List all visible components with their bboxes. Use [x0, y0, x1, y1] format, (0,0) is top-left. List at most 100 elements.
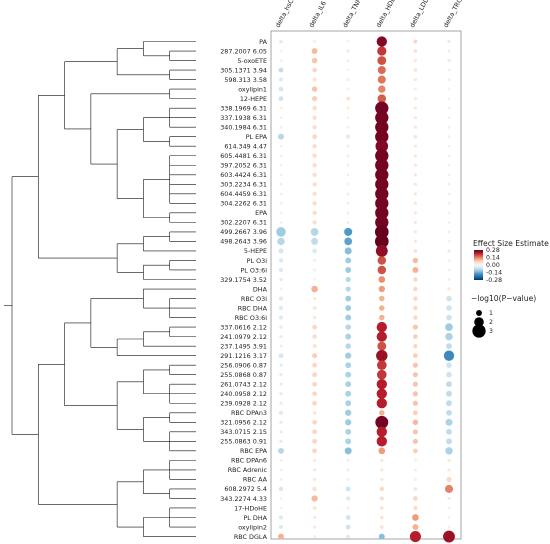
bubble [413, 477, 417, 481]
bubble [346, 125, 350, 129]
bubble [376, 321, 387, 333]
bubble [345, 352, 352, 359]
bubble [346, 173, 350, 177]
bubble [447, 516, 451, 519]
bubble [412, 372, 418, 378]
bubble [345, 267, 352, 273]
bubble [378, 533, 385, 540]
bubble [312, 248, 317, 254]
bubble [446, 381, 452, 388]
bubble [380, 458, 384, 463]
bubble [375, 245, 388, 257]
row-label: 255.0863 0.91 [220, 438, 267, 446]
legend-size-label: 2 [489, 319, 493, 326]
bubble [312, 429, 317, 435]
bubble [312, 381, 317, 387]
bubble [446, 343, 452, 350]
bubble [413, 296, 418, 301]
bubble [311, 48, 318, 54]
bubble [413, 410, 418, 416]
bubble [447, 458, 451, 463]
bubble [412, 438, 418, 444]
bubble [346, 59, 350, 63]
bubble [345, 428, 352, 435]
bubble [346, 116, 350, 120]
bubble [312, 468, 317, 472]
bubble [447, 230, 451, 234]
column-label: delta_HDLC [375, 0, 400, 29]
bubble [278, 524, 284, 530]
bubble [377, 265, 387, 275]
bubble [413, 468, 417, 472]
bubble [312, 324, 317, 330]
bubble [377, 94, 387, 103]
bubble [345, 400, 352, 407]
bubble [413, 496, 418, 501]
row-label: 261.0743 2.12 [220, 381, 267, 389]
row-label: 499.2667 3.96 [220, 228, 267, 236]
bubble [278, 306, 284, 311]
bubble [447, 97, 451, 101]
bubble [312, 362, 317, 368]
bubble [447, 68, 451, 72]
bubble [413, 77, 418, 82]
bubble [278, 258, 284, 263]
plot-panel [270, 30, 462, 540]
bubble [312, 353, 318, 359]
bubble [375, 196, 389, 210]
row-label: 256.0906 0.87 [220, 361, 267, 369]
row-label: 343.0715 2.15 [220, 428, 267, 436]
bubble [445, 332, 453, 341]
bubble [279, 373, 283, 377]
bubble [279, 201, 283, 205]
bubble [346, 458, 350, 462]
row-label: EPA [255, 209, 267, 217]
bubble [379, 295, 385, 302]
bubble [447, 39, 451, 44]
bubble [312, 419, 317, 425]
bubble [312, 477, 317, 482]
bubble [412, 524, 419, 530]
bubble [278, 515, 284, 520]
bubble [378, 276, 386, 283]
bubble [379, 486, 385, 492]
bubble [377, 56, 387, 65]
row-label: 605.4481 6.31 [220, 152, 267, 160]
bubble [375, 177, 389, 191]
row-label: RBC EPA [240, 447, 268, 455]
bubble [345, 419, 352, 426]
row-label: 343.2274 4.33 [220, 495, 267, 503]
row-label: 603.4424 6.31 [220, 171, 267, 179]
bubble [311, 57, 318, 64]
bubble [446, 390, 452, 397]
row-label: 329.1754 3.52 [220, 276, 267, 284]
bubble [446, 295, 452, 302]
bubble [313, 535, 317, 539]
bubble [413, 125, 418, 129]
bubble [379, 515, 384, 520]
bubble [413, 220, 418, 225]
bubble [447, 49, 451, 53]
bubble [447, 496, 451, 501]
bubble [312, 448, 317, 454]
bubble [312, 77, 317, 82]
bubble [279, 430, 283, 434]
row-label: PL O3i [247, 257, 268, 265]
column-label: delta_IL6 [307, 0, 328, 29]
bubble [412, 429, 418, 435]
bubble [447, 173, 451, 177]
bubble [377, 256, 387, 265]
bubble [412, 514, 419, 521]
row-label: 5-oxoETE [237, 57, 267, 65]
bubble [311, 86, 318, 92]
bubble [377, 369, 387, 380]
bubble [413, 154, 418, 158]
bubble [413, 144, 418, 148]
bubble [346, 506, 350, 510]
bubble [379, 314, 385, 321]
row-label: PL EPA [246, 133, 268, 141]
bubble [379, 410, 385, 416]
bubble [312, 344, 317, 349]
row-label: 237.1495 3.91 [220, 342, 267, 350]
bubble [279, 116, 283, 120]
